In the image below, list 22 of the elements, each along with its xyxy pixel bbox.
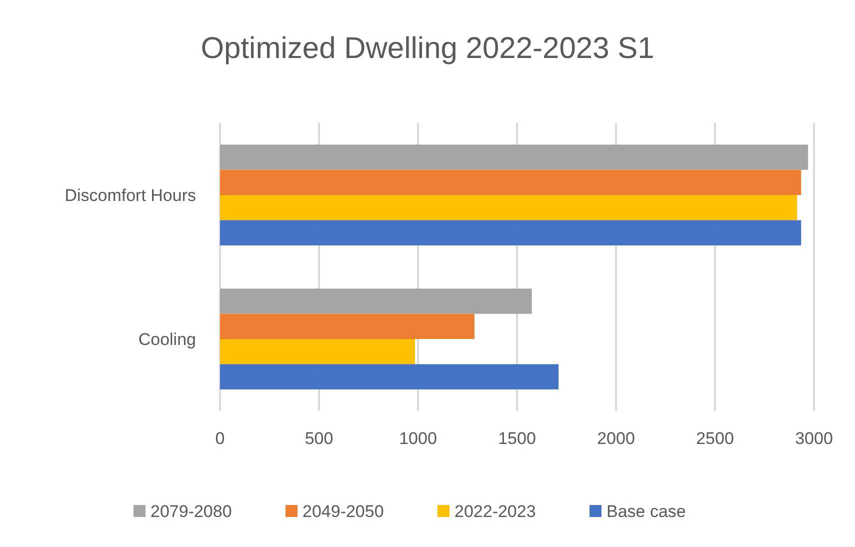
y-tick-label: Discomfort Hours <box>64 186 196 205</box>
bar <box>220 364 559 390</box>
legend-label: 2079-2080 <box>150 502 232 521</box>
bar <box>220 314 474 339</box>
bar <box>220 339 416 364</box>
bar <box>220 288 532 314</box>
bar <box>220 170 802 195</box>
x-tick-label: 500 <box>304 429 334 448</box>
chart-title: Optimized Dwelling 2022-2023 S1 <box>200 32 654 65</box>
legend-label: 2022-2023 <box>454 502 536 521</box>
y-tick-label: Cooling <box>138 330 196 349</box>
x-tick-label: 0 <box>215 429 225 448</box>
x-tick-label: 2500 <box>696 429 734 448</box>
bar <box>220 144 808 170</box>
legend-label: Base case <box>606 502 686 521</box>
bar <box>220 195 798 220</box>
legend-label: 2049-2050 <box>302 502 384 521</box>
x-tick-label: 1500 <box>498 429 536 448</box>
x-tick-label: 3000 <box>795 429 833 448</box>
x-tick-label: 2000 <box>597 429 635 448</box>
bar <box>220 220 802 246</box>
x-tick-label: 1000 <box>399 429 437 448</box>
